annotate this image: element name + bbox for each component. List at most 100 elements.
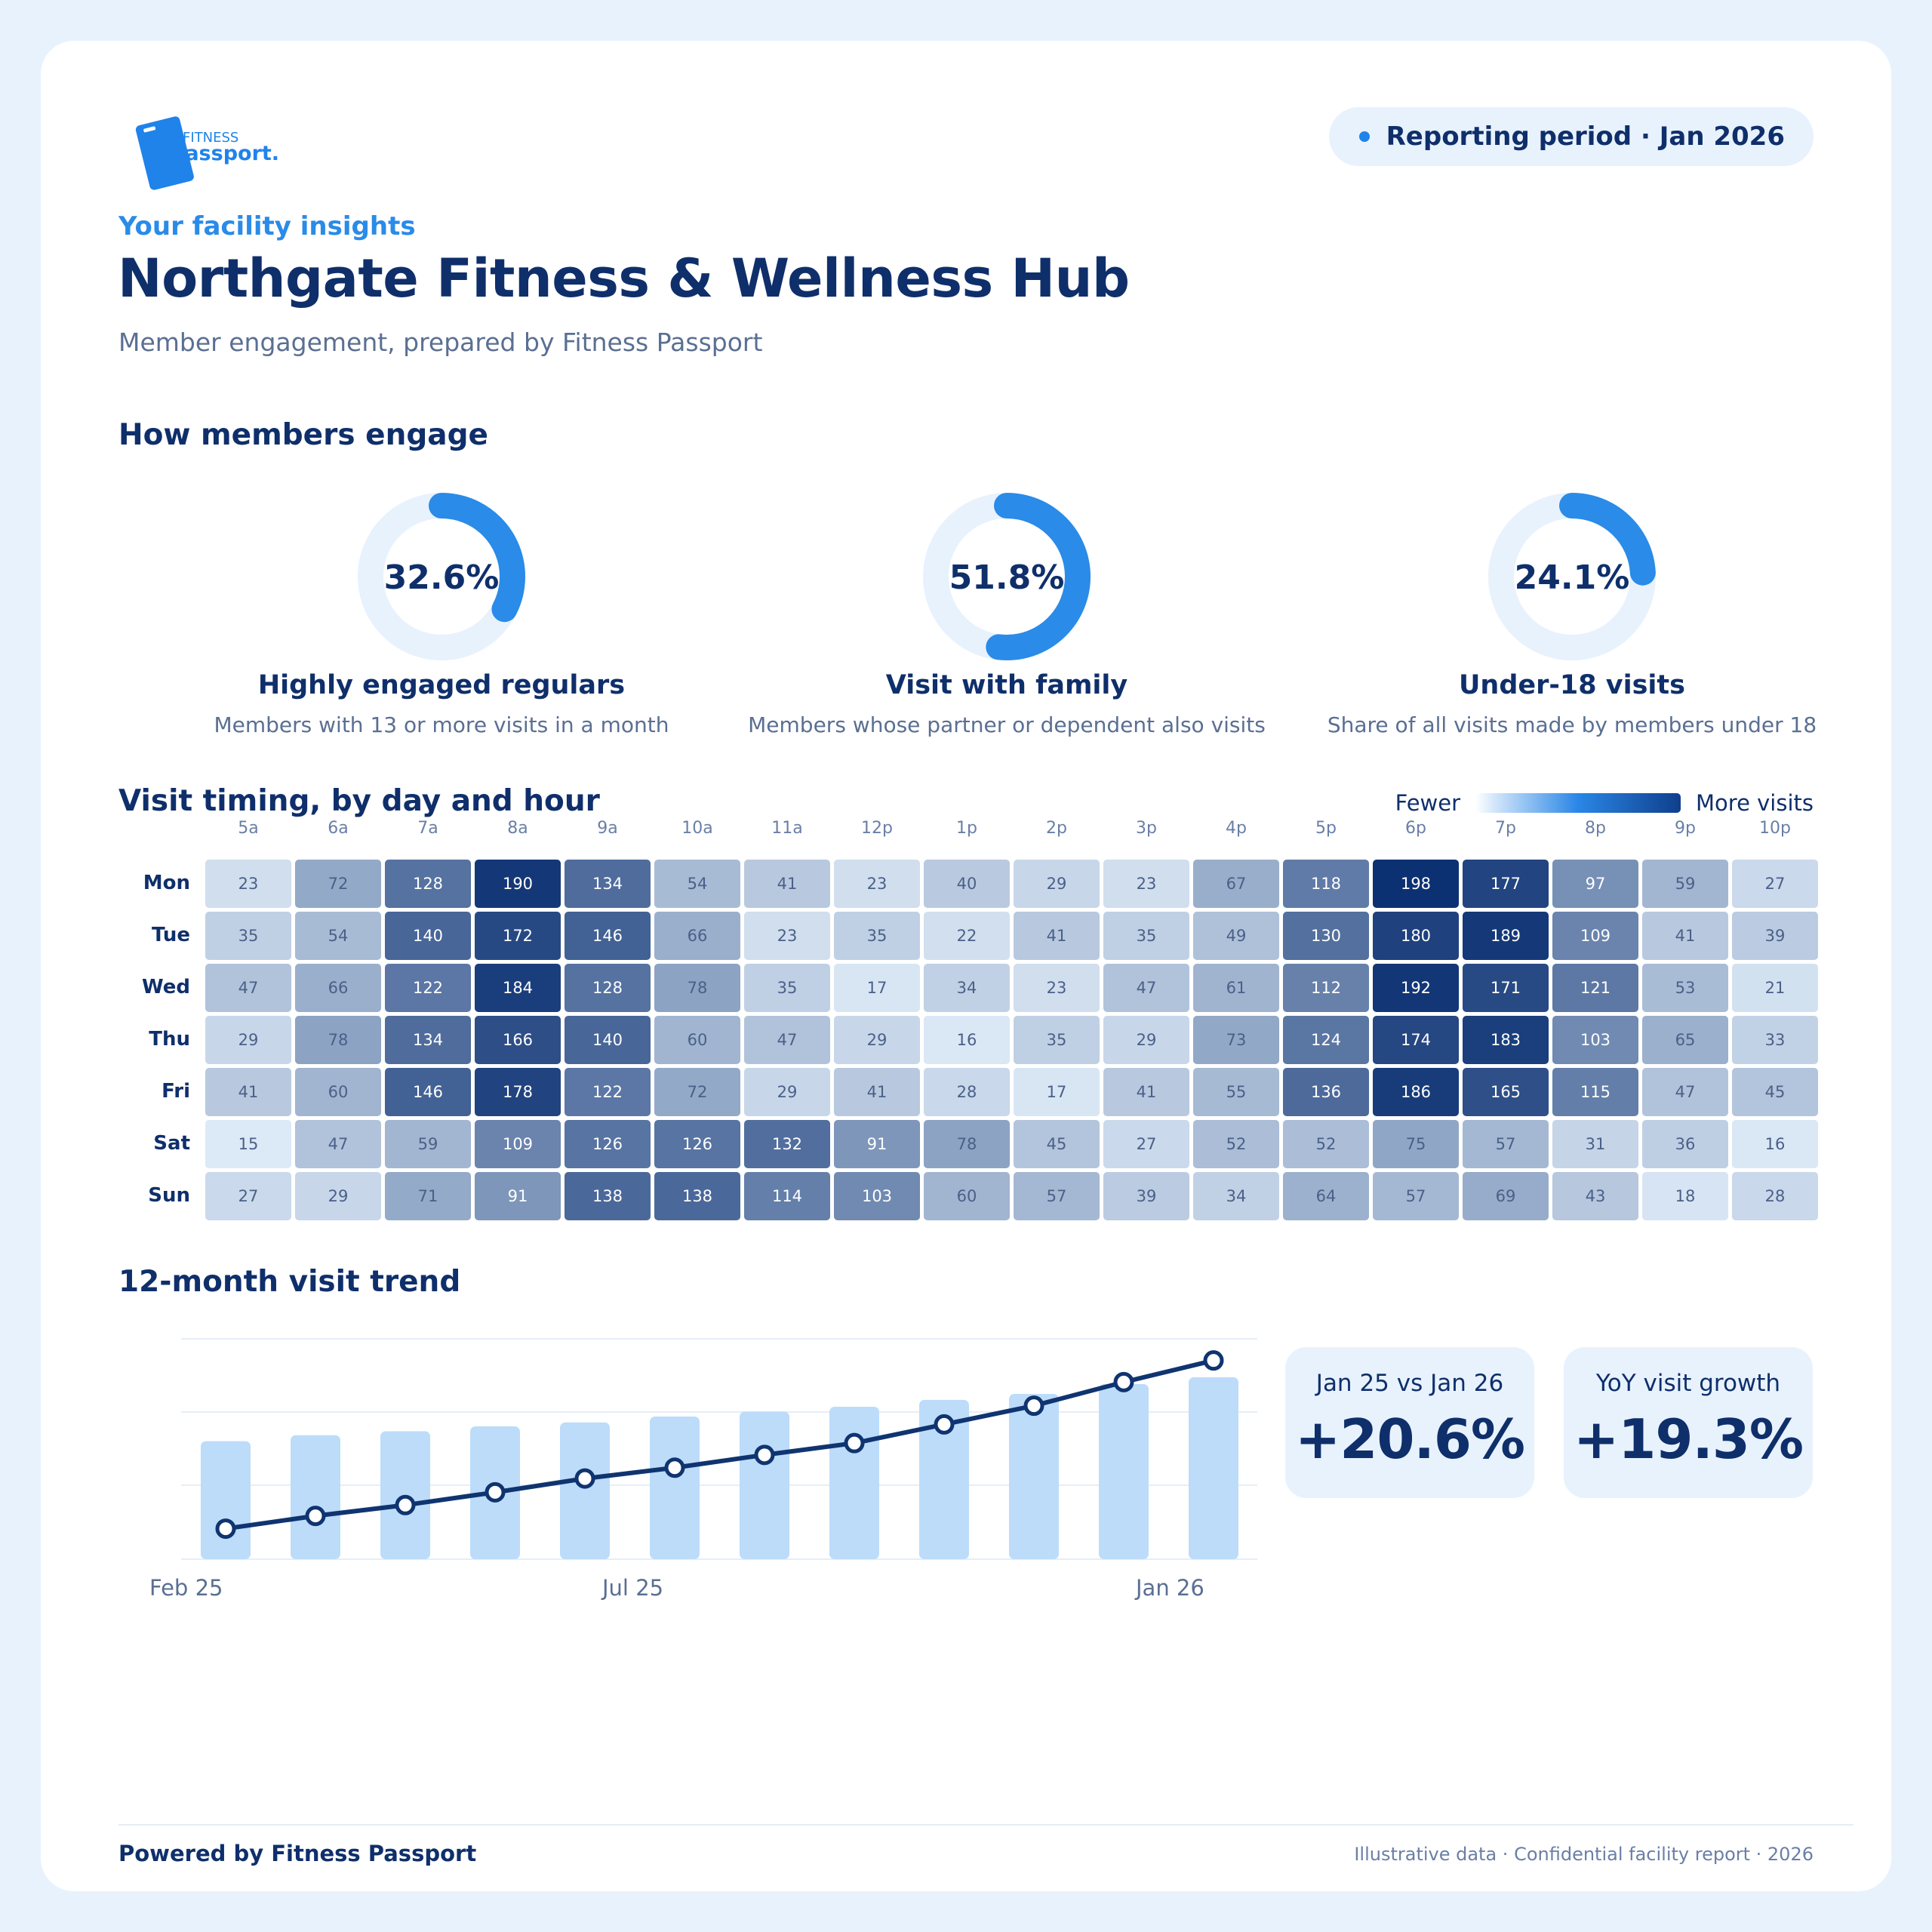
kpi-value: 24.1%: [1515, 558, 1630, 597]
heatmap-cell: 177: [1463, 860, 1549, 908]
heatmap-cell: 23: [744, 912, 830, 960]
heatmap-cell: 17: [1014, 1068, 1100, 1116]
trend-point: [1203, 1350, 1224, 1371]
heatmap-cell: 114: [744, 1172, 830, 1220]
heatmap-cell: 35: [834, 912, 920, 960]
heatmap-cell: 118: [1283, 860, 1369, 908]
heatmap-cell: 109: [1552, 912, 1638, 960]
page-title: Northgate Fitness & Wellness Hub: [118, 248, 1130, 309]
heatmap-cell: 192: [1373, 964, 1459, 1012]
heatmap-cell: 39: [1732, 912, 1818, 960]
heatmap-cell: 115: [1552, 1068, 1638, 1116]
logo-text-bottom: passport.: [171, 142, 279, 165]
heatmap-cell: 190: [475, 860, 561, 908]
footer-note: Illustrative data · Confidential facilit…: [1354, 1844, 1814, 1865]
heatmap-cell: 22: [924, 912, 1010, 960]
trend-bar: [1099, 1383, 1149, 1559]
heatmap-cell: 103: [1552, 1016, 1638, 1064]
kpi-label: Visit with family: [885, 670, 1128, 700]
heatmap-cell: 112: [1283, 964, 1369, 1012]
trend-point: [485, 1481, 506, 1503]
heatmap-cell: 40: [924, 860, 1010, 908]
trend-bar: [1009, 1394, 1059, 1559]
kpi-description: Members with 13 or more visits in a mont…: [214, 712, 669, 737]
hour-label: 11a: [771, 819, 803, 838]
heatmap-cell: 59: [1642, 860, 1728, 908]
heatmap-cell: 41: [1014, 912, 1100, 960]
heatmap-cell: 29: [295, 1172, 381, 1220]
kpi-value: 32.6%: [384, 558, 500, 597]
trend-chart: [181, 1338, 1257, 1560]
hour-label: 2p: [1046, 819, 1067, 838]
legend-low-label: Fewer: [1395, 790, 1461, 816]
heatmap-cell: 75: [1373, 1120, 1459, 1168]
heatmap-cell: 134: [385, 1016, 471, 1064]
donut-chart: 24.1%: [1488, 493, 1656, 660]
footer-powered-by: Powered by Fitness Passport: [118, 1841, 477, 1866]
heatmap-cell: 15: [205, 1120, 291, 1168]
heatmap-cell: 33: [1732, 1016, 1818, 1064]
heatmap-cell: 23: [1103, 860, 1189, 908]
heatmap-cell: 146: [565, 912, 651, 960]
heatmap-cell: 29: [744, 1068, 830, 1116]
trend-bar: [740, 1411, 789, 1559]
heatmap-legend: Fewer More visits: [1395, 790, 1814, 816]
report-card: FITNESS passport. Reporting period · Jan…: [41, 41, 1891, 1891]
heatmap-cell: 54: [295, 912, 381, 960]
heatmap-cell: 122: [385, 964, 471, 1012]
heatmap-cell: 39: [1103, 1172, 1189, 1220]
donut-chart: 32.6%: [358, 493, 525, 660]
heatmap-heading: Visit timing, by day and hour: [118, 784, 600, 818]
heatmap-cell: 72: [295, 860, 381, 908]
kpi-highly-engaged: 32.6% Highly engaged regulars Members wi…: [155, 486, 728, 737]
heatmap-cell: 41: [1103, 1068, 1189, 1116]
donut-arc: [358, 493, 525, 660]
heatmap-cell: 17: [834, 964, 920, 1012]
heatmap-cell: 72: [654, 1068, 740, 1116]
trend-point: [574, 1468, 595, 1489]
heatmap-cell: 23: [834, 860, 920, 908]
heatmap-cell: 126: [654, 1120, 740, 1168]
status-dot-icon: [1358, 131, 1370, 142]
heatmap-cell: 59: [385, 1120, 471, 1168]
heatmap-cell: 66: [654, 912, 740, 960]
heatmap-cell: 43: [1552, 1172, 1638, 1220]
hour-label: 8p: [1585, 819, 1606, 838]
hour-label: 9p: [1675, 819, 1696, 838]
day-label: Wed: [142, 976, 190, 998]
heatmap-cell: 47: [1103, 964, 1189, 1012]
heatmap-cell: 18: [1642, 1172, 1728, 1220]
heatmap-cell: 36: [1642, 1120, 1728, 1168]
heatmap-cell: 91: [475, 1172, 561, 1220]
hour-label: 6a: [328, 819, 349, 838]
heatmap-cell: 174: [1373, 1016, 1459, 1064]
heatmap-cell: 57: [1014, 1172, 1100, 1220]
heatmap-cell: 134: [565, 860, 651, 908]
hour-label: 5a: [238, 819, 259, 838]
heatmap-cell: 47: [744, 1016, 830, 1064]
heatmap-cell: 186: [1373, 1068, 1459, 1116]
heatmap-cell: 41: [834, 1068, 920, 1116]
heatmap-cell: 41: [744, 860, 830, 908]
trend-line: [225, 1358, 1214, 1531]
engagement-heading: How members engage: [118, 418, 488, 452]
heatmap-cell: 35: [205, 912, 291, 960]
trend-point: [1113, 1371, 1134, 1392]
heatmap-cell: 41: [1642, 912, 1728, 960]
donut-arc: [1488, 493, 1656, 660]
stat-label: Jan 25 vs Jan 26: [1315, 1370, 1504, 1397]
hour-label: 8a: [507, 819, 528, 838]
heatmap-cell: 171: [1463, 964, 1549, 1012]
stat-jan-comparison: Jan 25 vs Jan 26 +20.6%: [1285, 1347, 1534, 1498]
trend-bar: [291, 1435, 340, 1559]
stat-value: +20.6%: [1294, 1407, 1525, 1471]
heatmap-cell: 29: [205, 1016, 291, 1064]
heatmap-cell: 183: [1463, 1016, 1549, 1064]
heatmap-cell: 16: [1732, 1120, 1818, 1168]
trend-point: [1023, 1395, 1044, 1417]
heatmap-cell: 23: [205, 860, 291, 908]
hour-label: 1p: [956, 819, 977, 838]
kpi-value: 51.8%: [949, 558, 1065, 597]
heatmap-cell: 78: [295, 1016, 381, 1064]
heatmap-cell: 45: [1732, 1068, 1818, 1116]
